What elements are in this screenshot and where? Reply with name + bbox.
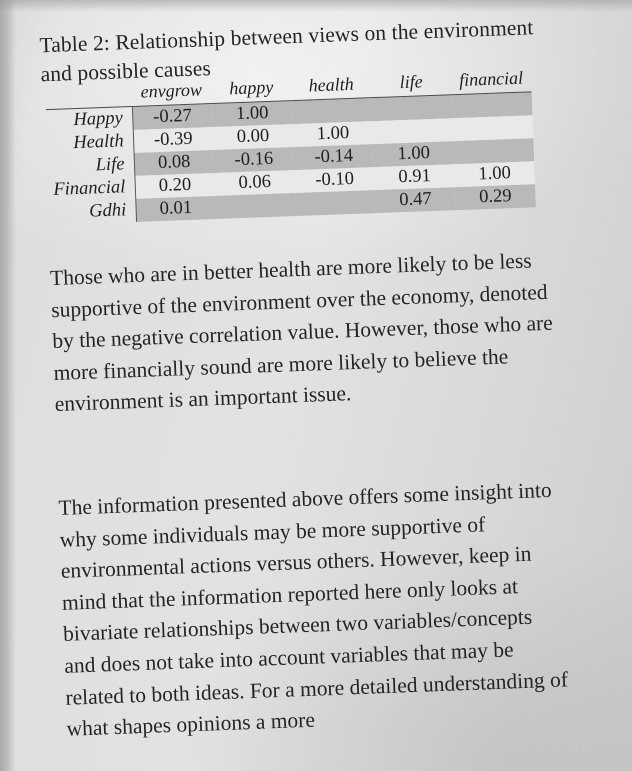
cell-gdhi-envgrow: 0.01 (135, 195, 217, 222)
cell-happy-financial (451, 91, 533, 119)
cell-happy-envgrow: -0.27 (131, 103, 213, 130)
cell-life-health: -0.14 (293, 144, 375, 171)
cell-life-financial (453, 138, 535, 165)
cell-financial-happy: 0.06 (214, 170, 296, 196)
cell-gdhi-life: 0.47 (375, 187, 456, 214)
cell-health-envgrow: -0.39 (132, 127, 214, 153)
cell-financial-life: 0.91 (374, 164, 456, 191)
page-left-edge-shadow (0, 0, 16, 771)
column-header-life: life (370, 70, 452, 98)
cell-health-financial (452, 115, 534, 142)
row-header-gdhi: Gdhi (49, 198, 137, 226)
column-header-envgrow: envgrow (130, 79, 212, 107)
table-corner-cell (45, 81, 132, 110)
cell-health-life (372, 118, 454, 145)
body-paragraph-2: The information presented above offers s… (58, 477, 569, 741)
column-header-happy: happy (210, 76, 292, 104)
cell-gdhi-financial: 0.29 (455, 184, 536, 211)
correlation-table: envgrow happy health life financial Happ… (45, 67, 536, 226)
body-paragraph-1: Those who are in better health are more … (49, 248, 554, 417)
page-top-edge-shadow (0, 0, 632, 12)
cell-happy-health (291, 97, 373, 125)
row-header-life: Life (47, 152, 135, 180)
cell-financial-envgrow: 0.20 (134, 172, 216, 199)
cell-happy-life (371, 94, 453, 122)
cell-gdhi-health (295, 190, 376, 217)
row-header-happy: Happy (45, 106, 133, 134)
cell-gdhi-happy (215, 193, 296, 219)
column-header-health: health (290, 73, 372, 101)
row-header-health: Health (46, 129, 134, 157)
cell-life-life: 1.00 (373, 141, 455, 168)
table-body: Happy -0.27 1.00 Health -0.39 0.00 1.00 (45, 91, 536, 226)
cell-health-health: 1.00 (292, 121, 374, 148)
cell-financial-financial: 1.00 (454, 161, 535, 188)
row-header-financial: Financial (48, 175, 136, 203)
cell-happy-happy: 1.00 (211, 100, 293, 128)
cell-financial-health: -0.10 (294, 167, 376, 194)
correlation-table-container: envgrow happy health life financial Happ… (45, 67, 536, 226)
cell-life-happy: -0.16 (213, 147, 295, 173)
column-header-financial: financial (450, 67, 532, 95)
cell-health-happy: 0.00 (212, 124, 294, 151)
cell-life-envgrow: 0.08 (133, 150, 215, 176)
